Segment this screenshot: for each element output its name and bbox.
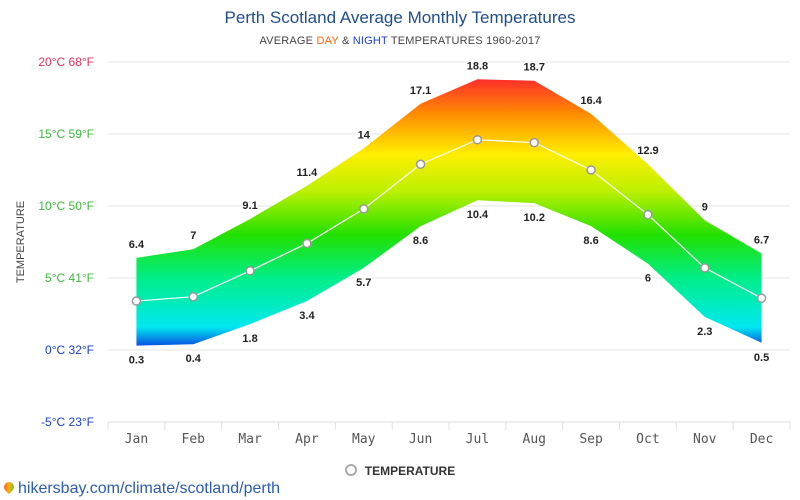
subtitle-prefix: AVERAGE	[259, 35, 317, 47]
x-tick-label: Mar	[238, 432, 262, 447]
temperature-point	[529, 137, 539, 148]
night-value-label: 5.7	[356, 277, 371, 289]
y-tick-label: 15°C 59°F	[38, 127, 94, 141]
night-value-label: 0.4	[186, 353, 202, 365]
night-value-label: 3.4	[299, 310, 315, 322]
x-tick-label: Jun	[409, 432, 432, 447]
day-value-label: 18.8	[467, 60, 488, 72]
x-tick-label: Apr	[295, 432, 319, 447]
x-tick-label: Sep	[579, 432, 603, 447]
y-tick-label: 0°C 32°F	[45, 343, 94, 357]
temperature-point	[131, 296, 142, 306]
night-value-label: 0.3	[129, 355, 144, 367]
night-value-label: 10.2	[524, 212, 545, 224]
temperature-point	[643, 209, 653, 220]
day-value-label: 18.7	[524, 62, 545, 74]
night-value-label: 1.8	[242, 333, 257, 345]
temperature-point	[302, 238, 312, 249]
x-tick-label: Jan	[125, 432, 148, 447]
temperature-point	[700, 263, 710, 273]
temperature-chart: -5°C 23°F 0°C 32°F 5°C 41°F 10°C 50°F 15°C 5…	[15, 55, 791, 447]
day-value-label: 12.9	[637, 145, 658, 157]
legend-circle-icon	[344, 464, 357, 476]
night-value-label: 2.3	[697, 326, 712, 338]
y-tick-label: 5°C 41°F	[45, 271, 94, 285]
day-value-label: 9	[702, 201, 708, 213]
temperature-point	[586, 165, 596, 175]
map-pin-icon	[1, 479, 17, 495]
day-night-range-band	[136, 79, 762, 346]
x-tick-label: Dec	[750, 432, 773, 447]
day-value-label: 14	[358, 129, 371, 141]
temperature-point	[756, 293, 767, 303]
day-value-label: 17.1	[410, 85, 431, 97]
chart-legend[interactable]: TEMPERATURE	[0, 464, 800, 478]
chart-subtitle: AVERAGE DAY & NIGHT TEMPERATURES 1960-20…	[0, 35, 800, 47]
day-value-label: 11.4	[297, 167, 319, 179]
temperature-point	[359, 204, 369, 214]
day-value-label: 9.1	[242, 200, 257, 212]
night-value-label: 10.4	[467, 209, 489, 221]
x-tick-label: Jul	[466, 432, 489, 447]
subtitle-night: NIGHT	[352, 35, 388, 47]
legend-label: TEMPERATURE	[364, 464, 456, 478]
x-tick-label: Feb	[182, 432, 206, 447]
night-value-label: 8.6	[413, 235, 428, 247]
y-tick-label: 20°C 68°F	[38, 55, 94, 69]
subtitle-amp: &	[338, 35, 353, 47]
temperature-point	[472, 135, 483, 145]
x-tick-label: May	[352, 432, 376, 447]
subtitle-suffix: TEMPERATURES 1960-2017	[387, 35, 541, 47]
y-axis-title: TEMPERATURE	[15, 201, 27, 283]
day-value-label: 16.4	[580, 95, 602, 107]
source-link[interactable]: hikersbay.com/climate/scotland/perth	[1, 479, 281, 498]
night-value-label: 6	[645, 273, 651, 285]
night-value-label: 8.6	[583, 235, 598, 247]
subtitle-day: DAY	[316, 35, 339, 47]
temperature-line	[136, 139, 762, 302]
day-value-label: 7	[190, 230, 196, 242]
source-text: hikersbay.com/climate/scotland/perth	[18, 480, 281, 497]
x-tick-label: Nov	[693, 432, 717, 447]
x-tick-label: Aug	[523, 432, 546, 447]
temperature-point	[245, 266, 255, 276]
chart-title: Perth Scotland Average Monthly Temperatu…	[224, 8, 576, 27]
x-tick-label: Oct	[636, 432, 659, 447]
temperature-point	[415, 159, 426, 169]
y-tick-label: -5°C 23°F	[41, 415, 94, 429]
y-tick-label: 10°C 50°F	[38, 199, 94, 213]
night-value-label: 0.5	[754, 352, 769, 364]
day-value-label: 6.4	[129, 239, 145, 251]
day-value-label: 6.7	[754, 235, 769, 247]
temperature-point	[188, 291, 198, 302]
